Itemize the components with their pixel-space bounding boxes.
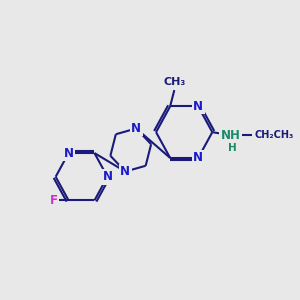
- Text: N: N: [193, 152, 203, 164]
- Text: N: N: [131, 122, 141, 135]
- Text: N: N: [193, 100, 203, 113]
- Text: N: N: [64, 147, 74, 160]
- Text: N: N: [102, 170, 112, 183]
- Text: NH: NH: [220, 129, 241, 142]
- Text: CH₂CH₃: CH₂CH₃: [254, 130, 294, 140]
- Text: N: N: [120, 165, 130, 178]
- Text: F: F: [50, 194, 58, 207]
- Text: H: H: [228, 143, 236, 154]
- Text: CH₃: CH₃: [163, 76, 185, 86]
